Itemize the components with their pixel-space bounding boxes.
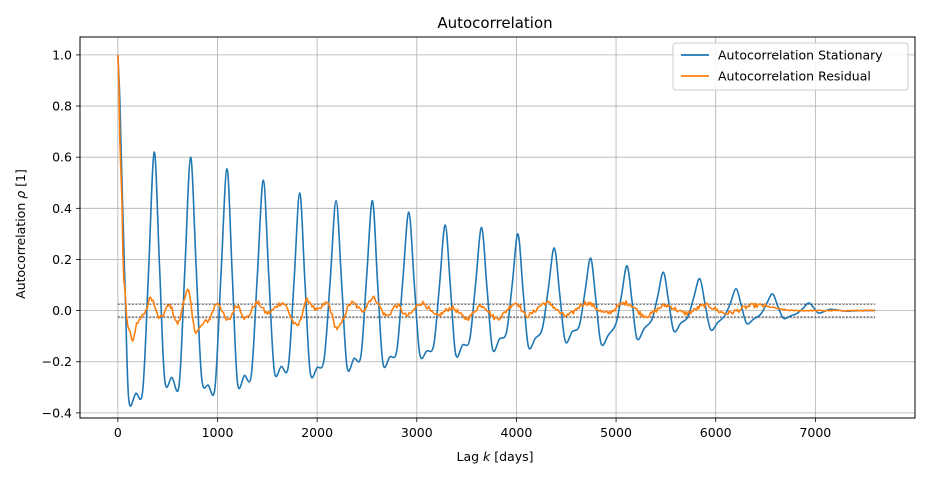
y-tick-label: 0.2: [52, 252, 72, 267]
x-tick-label: 3000: [401, 425, 433, 440]
y-tick-label: −0.4: [42, 405, 72, 420]
x-tick-label: 4000: [501, 425, 533, 440]
y-tick-label: 1.0: [52, 47, 72, 62]
y-tick-label: 0.8: [52, 99, 72, 114]
legend-label: Autocorrelation Residual: [718, 69, 871, 84]
x-tick-label: 7000: [799, 425, 831, 440]
grid-lines: [80, 37, 915, 418]
chart-legend: Autocorrelation Stationary Autocorrelatio…: [672, 42, 909, 91]
series-line-residual: [117, 54, 876, 342]
x-label-symbol: k: [483, 449, 491, 464]
y-tick-label: 0.4: [52, 201, 72, 216]
series-layer: [117, 54, 876, 407]
legend-label: Autocorrelation Stationary: [718, 48, 883, 63]
series-line-stationary: [117, 54, 876, 407]
y-tick-label: 0.0: [52, 303, 72, 318]
y-axis-ticks: −0.4 −0.2 0.0 0.2 0.4 0.6 0.8 1.0: [42, 47, 80, 420]
y-label-symbol: ρ: [13, 191, 28, 199]
x-tick-label: 5000: [600, 425, 632, 440]
x-tick-label: 1000: [202, 425, 234, 440]
x-tick-label: 2000: [301, 425, 333, 440]
x-tick-label: 0: [114, 425, 122, 440]
y-tick-label: 0.6: [52, 150, 72, 165]
x-axis-ticks: 0 1000 2000 3000 4000 5000 6000 7000: [114, 418, 831, 440]
y-axis-label: Autocorrelation ρ [1]: [13, 169, 28, 299]
x-axis-label: Lag k [days]: [456, 449, 533, 464]
chart-title: Autocorrelation: [437, 14, 552, 32]
legend-box: [672, 42, 909, 91]
plot-frame: [79, 36, 916, 419]
x-tick-label: 6000: [700, 425, 732, 440]
y-tick-label: −0.2: [42, 354, 72, 369]
